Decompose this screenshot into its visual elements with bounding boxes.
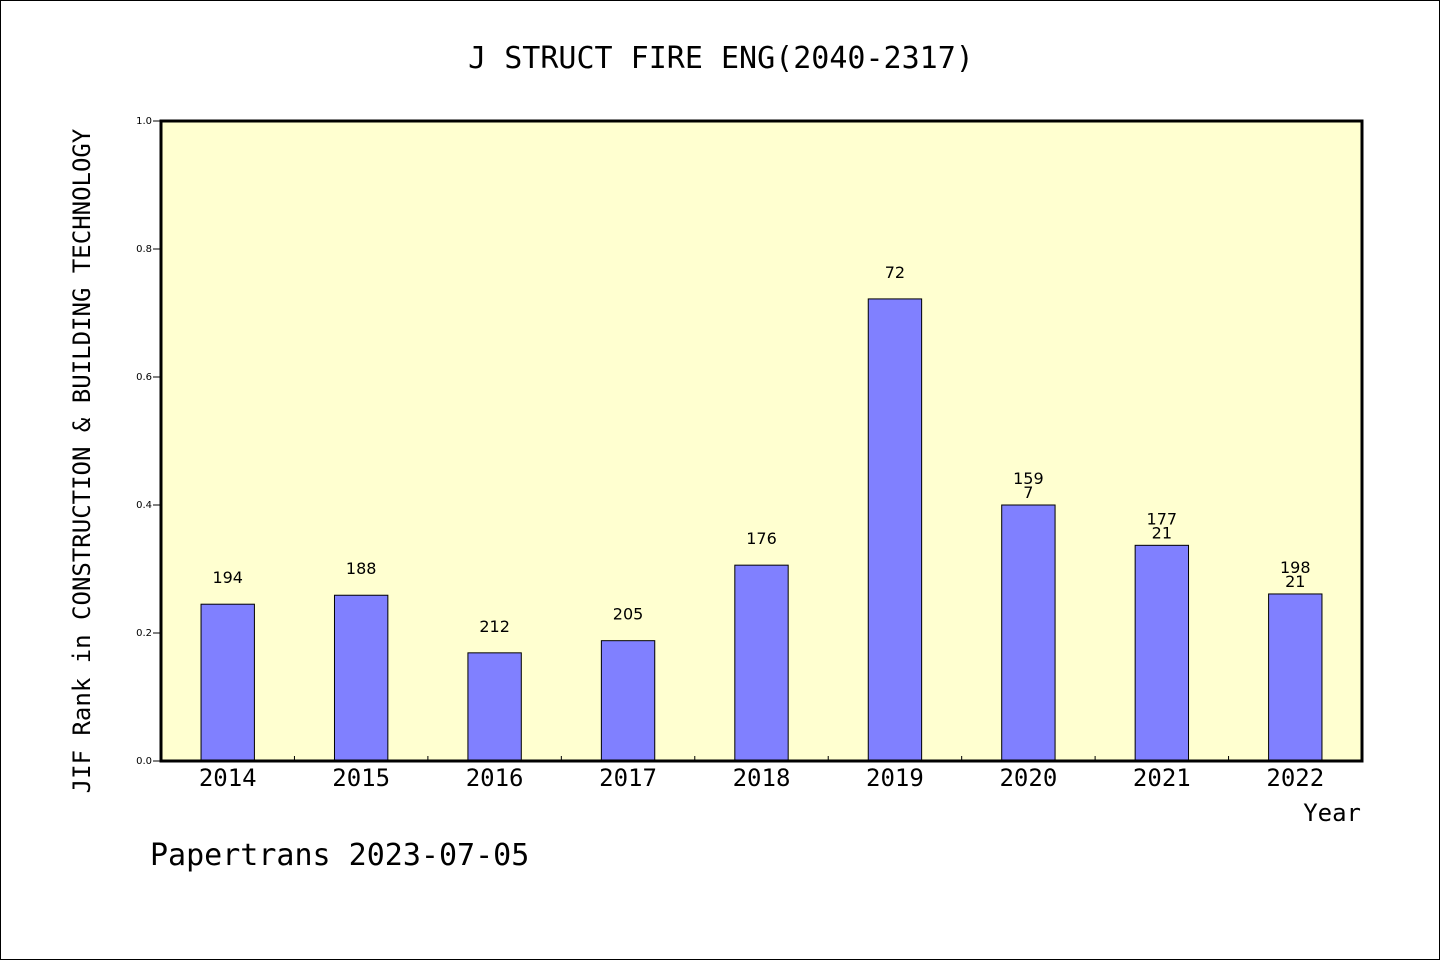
x-tick-label: 2020 <box>999 764 1057 792</box>
bar <box>1001 504 1056 762</box>
x-tick-label: 2019 <box>866 764 924 792</box>
x-tick-label: 2017 <box>599 764 657 792</box>
bar <box>600 640 656 762</box>
y-axis-label: JIF Rank in CONSTRUCTION & BUILDING TECH… <box>68 128 96 793</box>
bar-data-label: 194 <box>212 568 243 587</box>
bar <box>1134 544 1190 762</box>
y-tick-label: 0.8 <box>136 244 152 255</box>
bar <box>1268 593 1323 762</box>
bar-data-label: 72 <box>885 263 905 282</box>
y-tick-label: 0.2 <box>136 628 152 639</box>
y-tick-label: 1.0 <box>136 116 152 127</box>
bar-data-label: 188 <box>346 559 377 578</box>
bar-data-label: 177 <box>1147 509 1178 528</box>
x-tick-label: 2021 <box>1133 764 1191 792</box>
y-tick-label: 0.0 <box>136 756 152 767</box>
x-tick-label: 2016 <box>466 764 524 792</box>
plot-border <box>159 119 1364 763</box>
bar-data-label-secondary: 21 <box>1152 523 1172 542</box>
x-tick-label: 2014 <box>199 764 257 792</box>
bar-data-label: 159 <box>1013 469 1044 488</box>
bar <box>734 564 789 762</box>
x-tick-label: 2022 <box>1266 764 1324 792</box>
bar-data-label: 212 <box>479 617 510 636</box>
y-tick-label: 0.4 <box>136 500 152 511</box>
y-tick-label: 0.6 <box>136 372 152 383</box>
x-tick-label: 2018 <box>733 764 791 792</box>
bar-data-label-secondary: 21 <box>1285 572 1305 591</box>
bar-data-label: 176 <box>746 529 777 548</box>
bar-data-label: 198 <box>1280 558 1311 577</box>
footer-credit: Papertrans 2023-07-05 <box>150 838 529 873</box>
bar-data-label-secondary: 7 <box>1023 483 1033 502</box>
chart-title: J STRUCT FIRE ENG(2040-2317) <box>468 41 974 76</box>
bar <box>333 594 389 762</box>
x-axis-label: Year <box>1303 799 1361 827</box>
plot-area: 0.0 0.2 0.4 0.6 0.8 1.0 194 2014 188 2015 212 2016 2… <box>136 116 1364 792</box>
bar <box>467 652 522 762</box>
bar <box>867 298 923 762</box>
bar <box>200 603 255 762</box>
x-tick-label: 2015 <box>332 764 390 792</box>
bar-data-label: 205 <box>613 605 644 624</box>
